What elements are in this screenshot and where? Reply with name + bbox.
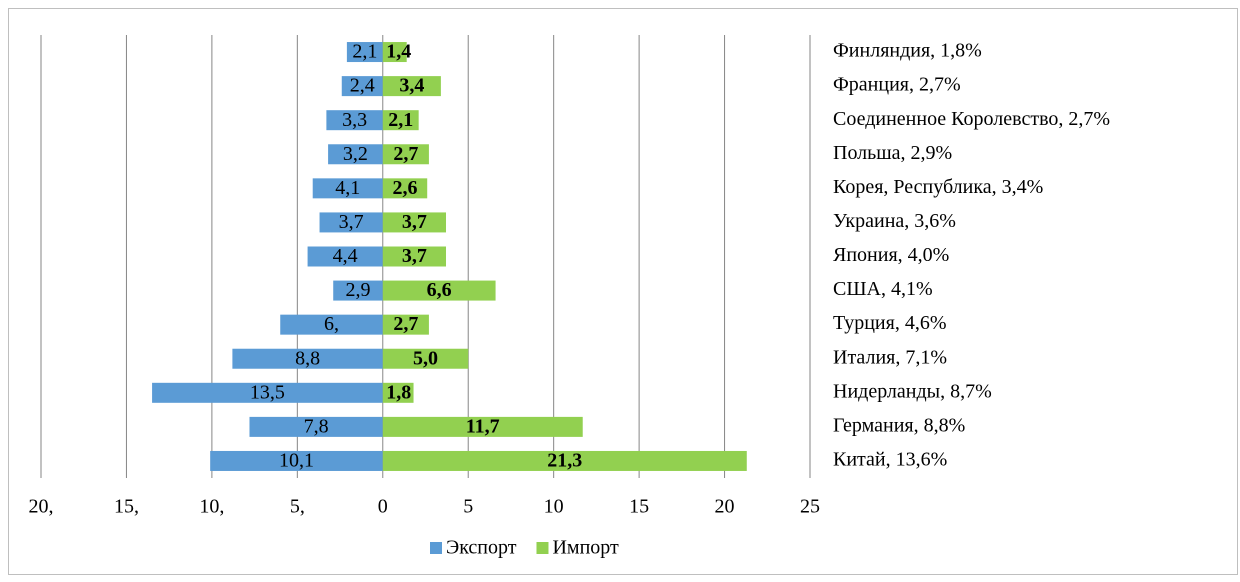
bar: [333, 280, 383, 301]
bar: [382, 348, 469, 369]
x-tick-label: 0: [378, 496, 388, 518]
category-label: Китай, 13,6%: [833, 449, 947, 471]
bar: [382, 450, 747, 471]
data-label: 5,0: [413, 347, 438, 369]
data-label: 2,1: [388, 109, 413, 131]
x-tick-label: 20,: [29, 496, 54, 518]
bar: [382, 382, 414, 403]
data-label: 10,1: [279, 450, 314, 472]
bar: [382, 76, 441, 97]
category-label: Польша, 2,9%: [833, 142, 952, 164]
category-label: Германия, 8,8%: [833, 414, 965, 436]
x-tick-label: 25: [800, 496, 820, 518]
data-label: 6,: [324, 313, 339, 335]
data-label: 3,7: [402, 245, 427, 267]
category-label: Соединенное Королевство, 2,7%: [833, 108, 1110, 130]
bar: [382, 110, 419, 131]
data-label: 3,7: [339, 211, 364, 233]
bar: [312, 178, 383, 199]
bar: [382, 178, 428, 199]
chart-frame: [8, 8, 1238, 575]
data-label: 4,4: [333, 245, 358, 267]
data-label: 1,4: [386, 41, 411, 63]
data-label: 8,8: [295, 347, 320, 369]
data-label: 4,1: [335, 177, 360, 199]
bar: [382, 246, 447, 267]
data-label: 3,7: [402, 211, 427, 233]
data-label: 6,6: [427, 279, 452, 301]
data-label: 21,3: [547, 450, 582, 472]
data-label: 2,7: [393, 313, 418, 335]
category-label: США, 4,1%: [833, 278, 933, 300]
x-tick-label: 15,: [114, 496, 139, 518]
legend-swatch: [430, 542, 442, 554]
data-label: 2,9: [345, 279, 370, 301]
bar: [152, 382, 383, 403]
bar: [382, 212, 447, 233]
category-label: Украина, 3,6%: [833, 210, 956, 232]
data-label: 11,7: [466, 415, 500, 437]
bar: [249, 416, 383, 437]
category-label: Япония, 4,0%: [833, 244, 949, 266]
category-label: Италия, 7,1%: [833, 346, 947, 368]
legend-swatch: [536, 542, 549, 554]
bar: [232, 348, 383, 369]
bar: [280, 314, 383, 335]
x-tick-label: 10: [544, 496, 564, 518]
x-tick-label: 5,: [290, 496, 305, 518]
data-label: 3,4: [399, 75, 424, 97]
x-tick-label: 15: [629, 496, 649, 518]
category-label: Корея, Республика, 3,4%: [833, 176, 1043, 198]
data-label: 3,2: [343, 143, 368, 165]
data-label: 2,7: [393, 143, 418, 165]
x-tick-label: 20: [715, 496, 735, 518]
data-label: 13,5: [250, 381, 285, 403]
data-label: 7,8: [304, 415, 329, 437]
bar: [319, 212, 383, 233]
bar: [382, 416, 583, 437]
bar: [382, 144, 429, 165]
data-label: 1,8: [386, 381, 411, 403]
category-label: Нидерланды, 8,7%: [833, 380, 992, 402]
bar: [382, 42, 407, 63]
data-label: 2,1: [352, 41, 377, 63]
legend-label: Импорт: [552, 537, 619, 559]
category-label: Франция, 2,7%: [833, 74, 961, 96]
data-label: 2,4: [350, 75, 375, 97]
bar: [210, 450, 383, 471]
category-label: Финляндия, 1,8%: [833, 40, 982, 62]
legend-label: Экспорт: [446, 537, 517, 559]
bar: [307, 246, 383, 267]
x-tick-label: 10,: [199, 496, 224, 518]
bar: [328, 144, 383, 165]
data-label: 3,3: [342, 109, 367, 131]
bar: [326, 110, 383, 131]
bar: [382, 314, 429, 335]
bar: [341, 76, 383, 97]
bar: [346, 42, 383, 63]
bar: [382, 280, 496, 301]
category-label: Турция, 4,6%: [833, 312, 947, 334]
data-label: 2,6: [392, 177, 417, 199]
x-tick-label: 5: [463, 496, 473, 518]
